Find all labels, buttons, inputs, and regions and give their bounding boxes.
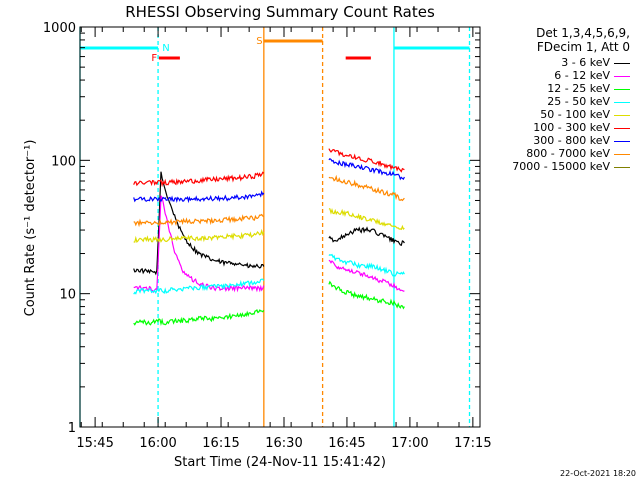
legend-label: 800 - 7000 keV (526, 147, 610, 160)
y-tick-label: 1 (68, 421, 76, 436)
y-axis-label: Count Rate (s⁻¹ detector⁻¹) (23, 140, 38, 317)
series-line-1 (133, 171, 265, 276)
legend-swatch (614, 62, 630, 64)
plot-frame (79, 26, 481, 428)
detector-header: Det 1,3,4,5,6,9, FDecim 1, Att 0 (536, 26, 630, 54)
x-tick-label: 17:00 (391, 436, 428, 451)
series-line-7 (133, 190, 265, 204)
legend-entry-1: 3 - 6 keV (561, 56, 630, 69)
x-tick-label: 16:15 (202, 436, 239, 451)
legend-swatch (614, 75, 630, 77)
x-tick-label: 17:15 (454, 436, 491, 451)
legend-entry-6: 100 - 300 keV (533, 121, 630, 134)
detector-header-line-2: FDecim 1, Att 0 (536, 40, 630, 54)
series-line-8 (133, 213, 264, 228)
night-marker-label: N (162, 43, 169, 54)
legend-label: 12 - 25 keV (547, 82, 610, 95)
series-line-2 (133, 195, 265, 294)
series-line-2 (328, 259, 405, 292)
legend-label: 6 - 12 keV (554, 69, 610, 82)
legend-entry-8: 800 - 7000 keV (526, 147, 630, 160)
series-line-6 (328, 148, 405, 173)
series-line-3 (133, 309, 265, 326)
x-tick-label: 16:00 (139, 436, 176, 451)
series-line-1 (328, 226, 405, 246)
series-line-5 (133, 228, 265, 243)
y-tick-label: 100 (51, 154, 76, 169)
legend-entry-9: 7000 - 15000 keV (512, 160, 630, 173)
legend-entry-4: 25 - 50 keV (547, 95, 630, 108)
legend-label: 300 - 800 keV (533, 134, 610, 147)
x-tick-label: 16:30 (265, 436, 302, 451)
series-line-5 (328, 207, 405, 231)
detector-header-line-1: Det 1,3,4,5,6,9, (536, 26, 630, 40)
x-tick-label: 16:45 (328, 436, 365, 451)
series-line-4 (133, 278, 265, 295)
timestamp: 22-Oct-2021 18:20 (560, 469, 636, 478)
legend-label: 7000 - 15000 keV (512, 160, 610, 173)
y-tick-label: 1000 (43, 21, 76, 36)
legend-entry-3: 12 - 25 keV (547, 82, 630, 95)
legend-swatch (614, 153, 630, 155)
legend-entry-2: 6 - 12 keV (554, 69, 630, 82)
saa-marker-label: S (256, 36, 262, 47)
series-line-4 (328, 253, 405, 277)
legend-label: 3 - 6 keV (561, 56, 610, 69)
legend-swatch (614, 166, 630, 168)
legend-swatch (614, 114, 630, 116)
series-line-7 (328, 158, 405, 181)
flare-marker-label: F (151, 53, 157, 64)
legend-entry-7: 300 - 800 keV (533, 134, 630, 147)
legend-label: 50 - 100 keV (540, 108, 610, 121)
series-line-8 (328, 174, 405, 202)
y-tick-label: 10 (59, 288, 76, 303)
legend-swatch (614, 140, 630, 142)
legend-entry-5: 50 - 100 keV (540, 108, 630, 121)
legend-swatch (614, 101, 630, 103)
series-line-3 (328, 280, 405, 310)
series-line-6 (133, 171, 265, 188)
legend-label: 25 - 50 keV (547, 95, 610, 108)
legend-label: 100 - 300 keV (533, 121, 610, 134)
x-axis-label: Start Time (24-Nov-11 15:41:42) (174, 455, 386, 470)
legend-swatch (614, 127, 630, 129)
chart-title: RHESSI Observing Summary Count Rates (125, 3, 435, 21)
legend-swatch (614, 88, 630, 90)
x-tick-label: 15:45 (76, 436, 113, 451)
